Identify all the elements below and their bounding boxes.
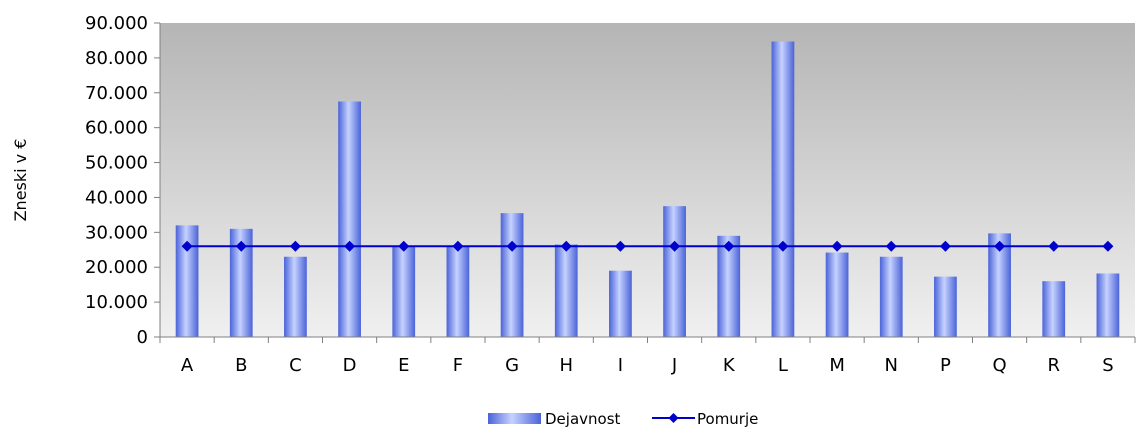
y-tick-label: 90.000 (85, 13, 148, 34)
y-tick-label: 80.000 (85, 48, 148, 69)
x-tick-label: J (671, 355, 677, 376)
x-tick-label: F (453, 355, 463, 376)
y-tick-label: 50.000 (85, 153, 148, 174)
legend-label-pomurje: Pomurje (697, 410, 758, 428)
bar-F (446, 246, 470, 337)
x-tick-label: M (829, 355, 845, 376)
bar-H (554, 244, 578, 337)
x-tick-label: S (1102, 355, 1113, 376)
bar-L (771, 41, 795, 337)
bar-P (934, 276, 957, 337)
bar-D (338, 101, 361, 337)
y-tick-label: 10.000 (85, 292, 148, 313)
marker-C (289, 240, 301, 252)
x-tick-label: A (181, 355, 194, 376)
x-tick-label: Q (992, 355, 1006, 376)
bars-layer (175, 41, 1120, 337)
x-tick-label: E (398, 355, 409, 376)
marker-J (669, 240, 681, 252)
bar-M (825, 252, 849, 337)
marker-B (235, 240, 247, 252)
x-tick-label: D (343, 355, 357, 376)
y-axis-label: Zneski v € (11, 139, 30, 222)
bar-K (717, 235, 741, 337)
plot-area (160, 23, 1135, 337)
marker-M (831, 240, 843, 252)
y-tick-label: 30.000 (85, 222, 148, 243)
legend-label-dejavnost: Dejavnost (545, 410, 621, 428)
bar-G (500, 213, 524, 337)
line-layer (181, 240, 1114, 252)
bar-I (609, 270, 632, 337)
x-tick-label: C (289, 355, 302, 376)
bar-J (663, 206, 686, 337)
marker-L (777, 240, 789, 252)
x-tick-label: H (559, 355, 573, 376)
axes-layer: 0 10.000 20.000 30.000 40.000 50.000 60.000 70.… (85, 13, 1136, 376)
bar-C (284, 256, 307, 337)
x-tick-label: I (618, 355, 623, 376)
x-tick-label: R (1047, 355, 1060, 376)
bar-B (229, 228, 253, 337)
y-tick-label: 0 (137, 327, 148, 348)
marker-P (939, 240, 951, 252)
y-tick-label: 40.000 (85, 187, 148, 208)
bar-R (1042, 281, 1066, 337)
bar-A (175, 225, 199, 337)
legend-swatch-dejavnost (488, 413, 541, 424)
bar-Q (988, 233, 1011, 337)
marker-S (1102, 240, 1114, 252)
bar-N (879, 256, 903, 337)
marker-E (398, 240, 410, 252)
y-tick-label: 60.000 (85, 118, 148, 139)
marker-D (344, 240, 356, 252)
marker-H (560, 240, 572, 252)
marker-A (181, 240, 193, 252)
x-tick-label: L (778, 355, 788, 376)
bar-S (1096, 273, 1120, 337)
marker-Q (994, 240, 1006, 252)
y-tick-label: 70.000 (85, 83, 148, 104)
x-tick-label: B (235, 355, 247, 376)
marker-I (614, 240, 626, 252)
legend: Dejavnost Pomurje (488, 410, 758, 428)
y-tick-label: 20.000 (85, 257, 148, 278)
bar-E (392, 246, 416, 337)
marker-G (506, 240, 518, 252)
x-tick-label: P (940, 355, 951, 376)
x-tick-label: G (505, 355, 519, 376)
legend-marker-pomurje (668, 413, 679, 423)
marker-F (452, 240, 464, 252)
x-tick-label: K (723, 355, 736, 376)
x-tick-label: N (885, 355, 898, 376)
marker-N (885, 240, 897, 252)
marker-R (1048, 240, 1060, 252)
marker-K (723, 240, 735, 252)
